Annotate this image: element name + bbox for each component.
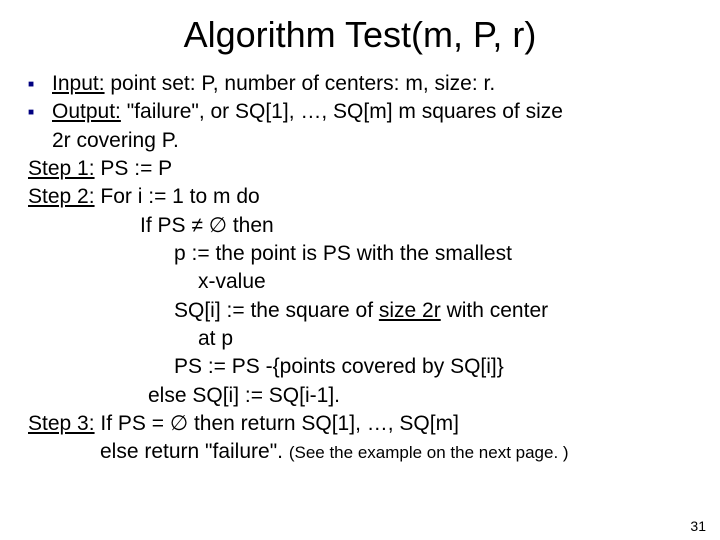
step-3-label: Step 3: bbox=[28, 412, 95, 435]
step-2-sq-a: SQ[i] := the square of bbox=[174, 299, 379, 322]
step-2-sq: SQ[i] := the square of size 2r with cent… bbox=[28, 297, 692, 325]
bullet-output-cont: 2r covering P. bbox=[28, 127, 692, 155]
step-2-else: else SQ[i] := SQ[i-1]. bbox=[28, 382, 692, 410]
step-3: Step 3: If PS = ∅ then return SQ[1], …, … bbox=[28, 410, 692, 438]
output-label: Output: bbox=[52, 100, 121, 123]
bullet-icon: ■ bbox=[28, 106, 52, 120]
output-text-b: 2r covering P. bbox=[52, 127, 692, 155]
step-1-text: PS := P bbox=[95, 157, 173, 180]
output-text-a: "failure", or SQ[1], …, SQ[m] m squares … bbox=[121, 100, 563, 123]
step-2-if: If PS ≠ ∅ then bbox=[28, 212, 692, 240]
step-1: Step 1: PS := P bbox=[28, 155, 692, 183]
bullet-text: Input: point set: P, number of centers: … bbox=[52, 70, 692, 98]
step-2-label: Step 2: bbox=[28, 185, 95, 208]
step-3-else-row: else return "failure". (See the example … bbox=[28, 438, 692, 466]
step-2-p2: x-value bbox=[28, 268, 692, 296]
slide-body: ■ Input: point set: P, number of centers… bbox=[28, 70, 692, 467]
bullet-icon: ■ bbox=[28, 78, 52, 92]
slide: Algorithm Test(m, P, r) ■ Input: point s… bbox=[0, 0, 720, 540]
step-3-else: else return "failure". bbox=[100, 440, 289, 463]
bullet-output: ■ Output: "failure", or SQ[1], …, SQ[m] … bbox=[28, 98, 692, 126]
step-2-p: p := the point is PS with the smallest bbox=[28, 240, 692, 268]
step-1-label: Step 1: bbox=[28, 157, 95, 180]
step-2-ps: PS := PS -{points covered by SQ[i]} bbox=[28, 353, 692, 381]
step-3-text: If PS = ∅ then return SQ[1], …, SQ[m] bbox=[95, 412, 459, 435]
step-2: Step 2: For i := 1 to m do bbox=[28, 183, 692, 211]
step-3-note: (See the example on the next page. ) bbox=[289, 443, 569, 462]
step-2-sq-c: at p bbox=[28, 325, 692, 353]
input-text: point set: P, number of centers: m, size… bbox=[105, 72, 496, 95]
input-label: Input: bbox=[52, 72, 105, 95]
step-2-sq-b: with center bbox=[441, 299, 548, 322]
page-number: 31 bbox=[690, 518, 706, 534]
bullet-input: ■ Input: point set: P, number of centers… bbox=[28, 70, 692, 98]
step-2-text: For i := 1 to m do bbox=[95, 185, 260, 208]
bullet-text: Output: "failure", or SQ[1], …, SQ[m] m … bbox=[52, 98, 692, 126]
slide-title: Algorithm Test(m, P, r) bbox=[28, 14, 692, 56]
step-2-sq-u: size 2r bbox=[379, 299, 441, 322]
